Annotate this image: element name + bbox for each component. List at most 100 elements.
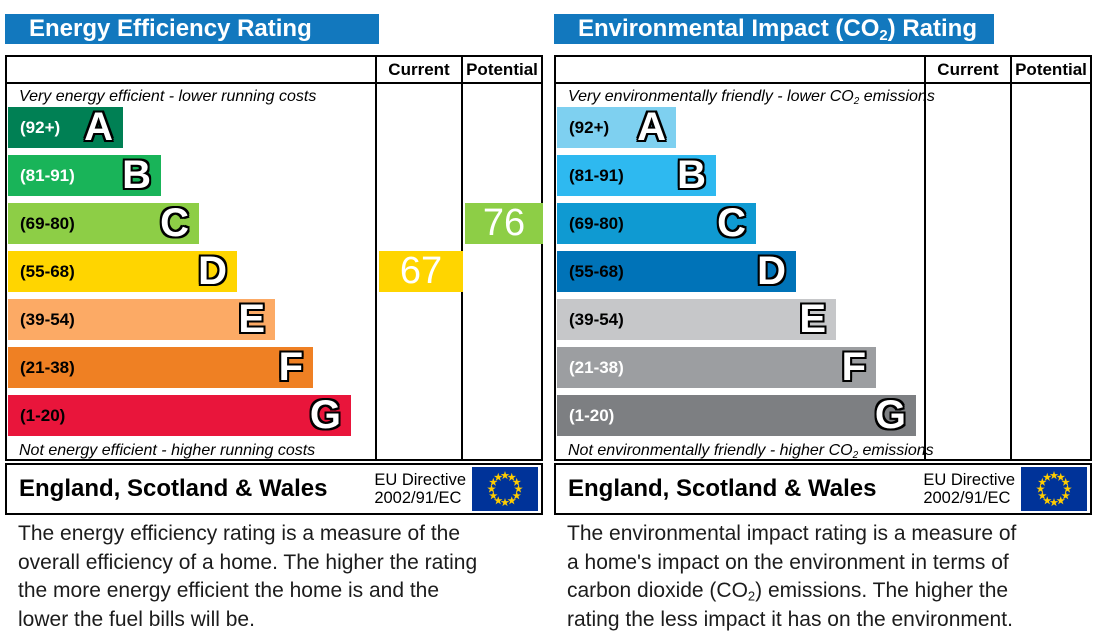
panel-title-subscript: 2 [879,28,888,45]
column-divider [375,57,377,459]
rating-band-b: (81-91) B [8,155,161,196]
rating-chart: Current Potential Very environmentally f… [554,55,1092,461]
band-letter: E [799,296,826,341]
rating-chart: Current Potential Very energy efficient … [5,55,543,461]
rating-band-a: (92+) A [557,107,676,148]
eu-flag-icon [472,467,538,511]
band-range-label: (55-68) [20,261,75,281]
bottom-caption-text: Not environmentally friendly - higher CO [568,442,853,459]
rating-description: The environmental impact rating is a mea… [567,522,1016,637]
band-range-label: (81-91) [20,165,75,185]
eu-flag-icon [1021,467,1087,511]
description-line: overall efficiency of a home. The higher… [18,551,477,580]
description-text: a home's impact on the environment in te… [567,550,1009,574]
top-caption-subscript: 2 [853,95,860,107]
description-line: The energy efficiency rating is a measur… [18,522,477,551]
potential-column-header: Potential [466,60,538,79]
jurisdiction-footer: England, Scotland & Wales EU Directive 2… [554,463,1092,515]
header-underline [556,82,1090,84]
eu-directive-line1: EU Directive [923,470,1015,489]
environmental-impact-panel: Environmental Impact (CO2) Rating Curren… [554,14,1092,631]
current-rating-value: 67 [379,251,463,292]
header-underline [7,82,541,84]
column-divider [1010,57,1012,459]
band-range-label: (55-68) [569,261,624,281]
band-range-label: (1-20) [569,405,615,425]
band-letter: B [122,152,151,197]
bottom-caption-text: Not energy efficient - higher running co… [19,442,316,459]
description-line: the more energy efficient the home is an… [18,579,477,608]
top-caption: Very environmentally friendly - lower CO… [568,88,935,107]
band-range-label: (21-38) [569,357,624,377]
band-letter: G [309,392,341,437]
band-range-label: (1-20) [20,405,66,425]
band-letter: D [198,248,227,293]
band-letter: B [677,152,706,197]
region-label: England, Scotland & Wales [19,475,328,502]
description-line: lower the fuel bills will be. [18,608,477,637]
description-subscript: 2 [747,588,756,604]
eu-directive-line2: 2002/91/EC [923,489,1011,507]
description-text-end: ) emissions. The higher the [755,579,1009,603]
description-line: a home's impact on the environment in te… [567,551,1016,580]
top-caption-text: Very environmentally friendly - lower CO [568,88,854,105]
current-column-header: Current [388,60,450,79]
jurisdiction-footer: England, Scotland & Wales EU Directive 2… [5,463,543,515]
top-caption-text-end: emissions [859,88,935,105]
band-letter: G [874,392,906,437]
band-range-label: (39-54) [20,309,75,329]
rating-band-c: (69-80) C [557,203,756,244]
rating-description: The energy efficiency rating is a measur… [18,522,477,637]
rating-band-d: (55-68) D [557,251,796,292]
panel-title-text-end: ) Rating [887,15,977,42]
description-text: rating the less impact it has on the env… [567,607,1013,631]
description-text: The environmental impact rating is a mea… [567,522,1017,545]
band-letter: F [841,344,866,389]
band-range-label: (69-80) [569,213,624,233]
rating-band-a: (92+) A [8,107,123,148]
band-letter: D [757,248,786,293]
description-text: overall efficiency of a home. The higher… [18,550,478,574]
description-text: lower the fuel bills will be. [18,607,255,631]
region-label: England, Scotland & Wales [568,475,877,502]
energy-efficiency-panel: Energy Efficiency Rating Current Potenti… [5,14,543,631]
band-range-label: (21-38) [20,357,75,377]
top-caption-text: Very energy efficient - lower running co… [19,88,317,105]
band-letter: A [84,104,113,149]
band-range-label: (81-91) [569,165,624,185]
panel-title: Environmental Impact (CO2) Rating [554,14,994,44]
column-divider [924,57,926,459]
current-column-header: Current [937,60,999,79]
description-line: rating the less impact it has on the env… [567,608,1016,637]
band-range-label: (92+) [20,117,61,137]
panel-title: Energy Efficiency Rating [5,14,379,44]
description-text: The energy efficiency rating is a measur… [18,522,461,545]
rating-band-f: (21-38) F [8,347,313,388]
description-line: The environmental impact rating is a mea… [567,522,1016,551]
description-text: the more energy efficient the home is an… [18,579,440,603]
eu-directive-line1: EU Directive [374,470,466,489]
eu-directive-line2: 2002/91/EC [374,489,462,507]
description-line: carbon dioxide (CO2) emissions. The high… [567,579,1016,608]
description-text: carbon dioxide (CO [567,579,748,603]
rating-band-d: (55-68) D [8,251,237,292]
eu-directive-label: EU Directive 2002/91/EC [374,471,466,508]
rating-band-e: (39-54) E [557,299,836,340]
potential-column-header: Potential [1015,60,1087,79]
rating-band-g: (1-20) G [557,395,916,436]
bottom-caption-subscript: 2 [852,449,859,461]
band-letter: F [278,344,303,389]
rating-band-f: (21-38) F [557,347,876,388]
bottom-caption-text-end: emissions [858,442,934,459]
panel-title-text: Environmental Impact (CO [578,15,880,42]
rating-band-e: (39-54) E [8,299,275,340]
eu-directive-label: EU Directive 2002/91/EC [923,471,1015,508]
rating-band-b: (81-91) B [557,155,716,196]
band-letter: C [160,200,189,245]
rating-band-c: (69-80) C [8,203,199,244]
top-caption: Very energy efficient - lower running co… [19,88,316,107]
bottom-caption: Not environmentally friendly - higher CO… [568,442,934,461]
band-range-label: (92+) [569,117,610,137]
band-range-label: (69-80) [20,213,75,233]
band-letter: A [637,104,666,149]
